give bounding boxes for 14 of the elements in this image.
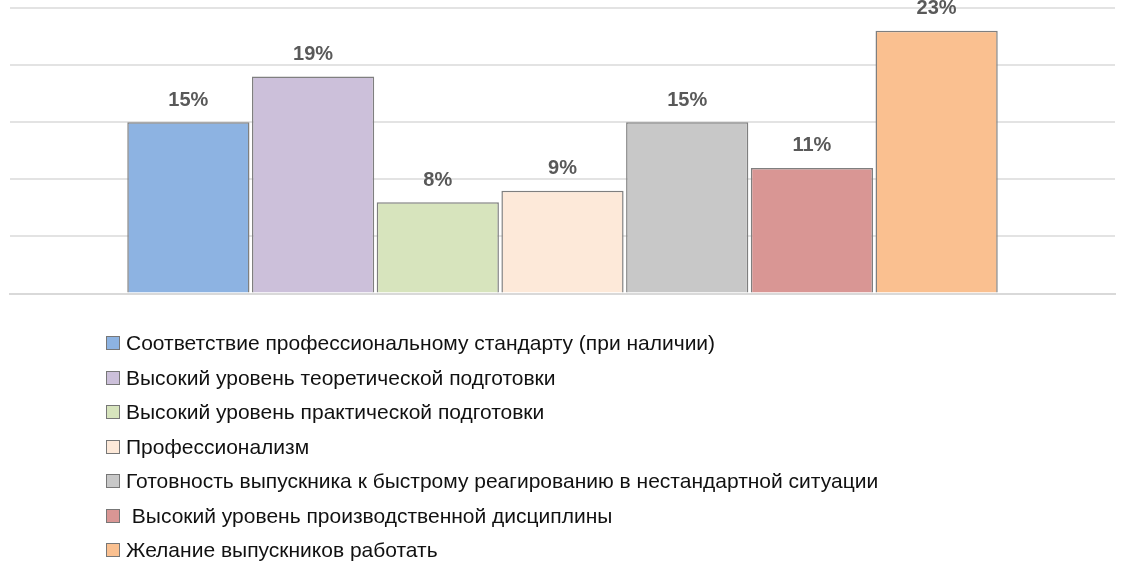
data-label: 15% [168,87,209,110]
data-label: 15% [667,87,708,110]
data-label: 19% [293,42,334,65]
legend-label: Высокий уровень теоретической подготовки [126,365,556,390]
legend-label: Профессионализм [126,434,310,459]
legend-label: Высокий уровень производственной дисциплины [130,503,613,528]
legend-label: Желание выпускников работать [126,538,438,563]
data-label: 8% [423,167,453,190]
legend-label: Высокий уровень практической подготовки [126,400,545,425]
data-label: 9% [548,156,578,179]
data-label: 11% [792,133,832,156]
legend-label: Готовность выпускника к быстрому реагированию в нестандартной ситуации [126,469,879,494]
legend-label: Соответствие профессиональному стандарту (при наличии) [126,331,716,356]
data-label: 23% [916,0,957,19]
